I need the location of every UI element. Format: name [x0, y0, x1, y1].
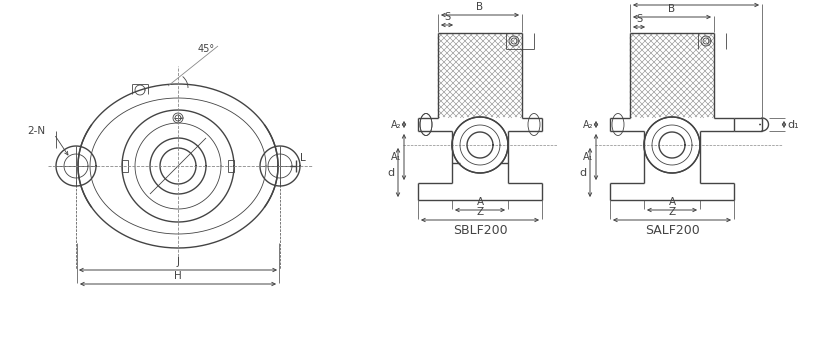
Text: A: A: [668, 197, 676, 207]
Text: L: L: [300, 153, 306, 163]
Polygon shape: [452, 117, 508, 173]
Text: A₂: A₂: [391, 120, 401, 129]
Text: d₁: d₁: [787, 120, 799, 129]
Text: A₁: A₁: [583, 152, 593, 162]
Text: B: B: [477, 2, 484, 12]
Text: 2-N: 2-N: [27, 126, 45, 136]
Text: d: d: [580, 168, 587, 177]
Text: A: A: [477, 197, 484, 207]
Text: B₁: B₁: [690, 0, 702, 2]
Text: S: S: [444, 12, 450, 22]
Text: B: B: [668, 4, 676, 14]
Text: J: J: [176, 257, 180, 267]
Polygon shape: [644, 117, 700, 173]
Text: 45°: 45°: [197, 44, 215, 54]
Text: d: d: [388, 168, 395, 177]
Text: SALF200: SALF200: [645, 223, 699, 237]
Bar: [228, 160, 234, 172]
Text: H: H: [174, 271, 182, 281]
Text: SBLF200: SBLF200: [453, 223, 508, 237]
Text: A₂: A₂: [583, 120, 593, 129]
Text: A₁: A₁: [391, 152, 401, 162]
Text: Z: Z: [668, 207, 676, 217]
Text: S: S: [636, 14, 642, 24]
Text: Z: Z: [477, 207, 484, 217]
Bar: [122, 160, 128, 172]
